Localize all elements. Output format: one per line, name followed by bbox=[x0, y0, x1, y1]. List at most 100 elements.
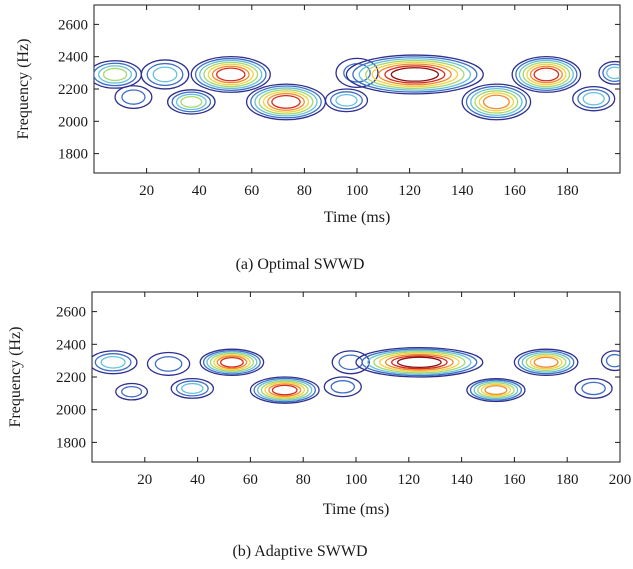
contour-line bbox=[211, 65, 250, 84]
contour-line bbox=[94, 353, 132, 372]
contour-line bbox=[331, 350, 370, 375]
x-tick-label: 140 bbox=[451, 183, 474, 199]
contour-line bbox=[529, 65, 563, 84]
contour-line bbox=[175, 93, 207, 111]
contour-line bbox=[574, 377, 613, 399]
contour-line bbox=[598, 60, 620, 85]
y-tick-label: 1800 bbox=[56, 435, 86, 451]
contour-line bbox=[517, 350, 575, 375]
contour-line bbox=[511, 56, 582, 93]
contour-line bbox=[367, 349, 472, 375]
contour-line bbox=[257, 379, 313, 402]
contour-line bbox=[513, 348, 579, 377]
x-tick-label: 160 bbox=[503, 472, 526, 488]
contour-set bbox=[94, 54, 620, 121]
contour-line bbox=[324, 88, 369, 113]
contour-line bbox=[384, 65, 446, 84]
x-axis-label-b: Time (ms) bbox=[323, 501, 390, 518]
x-tick-label: 200 bbox=[609, 472, 632, 488]
x-tick-label: 40 bbox=[192, 183, 207, 199]
x-ticks-a: 20 40 60 80 100 120 140 160 180 bbox=[139, 5, 579, 199]
contours-a bbox=[94, 54, 620, 121]
contour-line bbox=[361, 348, 478, 377]
contour-line bbox=[396, 356, 442, 369]
x-tick-label: 120 bbox=[398, 472, 421, 488]
contour-line bbox=[529, 355, 563, 370]
contour-line bbox=[323, 376, 362, 398]
x-tick-label: 140 bbox=[450, 472, 473, 488]
contours-b bbox=[92, 346, 620, 404]
contour-line bbox=[171, 91, 212, 113]
contour-line bbox=[335, 57, 379, 88]
contour-line bbox=[345, 54, 484, 95]
contour-line bbox=[335, 93, 358, 107]
contour-line bbox=[206, 351, 258, 374]
x-tick-label: 100 bbox=[346, 183, 369, 199]
contour-line bbox=[146, 351, 191, 376]
contour-line bbox=[170, 377, 215, 399]
contour-line bbox=[352, 56, 478, 93]
contour-line bbox=[175, 380, 209, 397]
contour-line bbox=[199, 348, 265, 377]
x-tick-label: 20 bbox=[137, 472, 152, 488]
contour-line bbox=[330, 380, 356, 394]
y-tick-label: 2600 bbox=[58, 17, 88, 33]
x-tick-label: 60 bbox=[243, 472, 258, 488]
plot-frame-a bbox=[93, 4, 621, 174]
contour-line bbox=[391, 355, 448, 370]
contour-line bbox=[478, 92, 515, 112]
contour-line bbox=[522, 61, 571, 88]
contour-line bbox=[577, 88, 611, 109]
y-tick-label: 1800 bbox=[58, 147, 88, 163]
contour-line bbox=[115, 382, 149, 401]
contour-line bbox=[216, 67, 246, 82]
contour-line bbox=[470, 87, 523, 116]
x-tick-label: 80 bbox=[297, 183, 312, 199]
contour-line bbox=[371, 61, 459, 88]
contour-line bbox=[469, 379, 522, 401]
x-tick-label: 40 bbox=[190, 472, 205, 488]
y-tick-label: 2400 bbox=[56, 337, 86, 353]
x-tick-label: 100 bbox=[345, 472, 368, 488]
contour-line bbox=[533, 67, 560, 82]
contour-line bbox=[466, 378, 526, 403]
contour-line bbox=[260, 380, 309, 400]
contour-line bbox=[358, 58, 472, 91]
x-tick-label: 160 bbox=[504, 183, 527, 199]
caption-b: (b) Adaptive SWWD bbox=[232, 543, 367, 560]
caption-a: (a) Optimal SWWD bbox=[236, 256, 365, 273]
panel-b: 20 40 60 80 100 120 140 160 180 200 1800 2000 2200 2… bbox=[7, 291, 632, 560]
contour-line bbox=[249, 376, 320, 404]
contour-line bbox=[480, 383, 512, 397]
y-axis-label-b: Frequency (Hz) bbox=[7, 327, 24, 428]
contour-line bbox=[484, 385, 508, 396]
contour-line bbox=[219, 356, 244, 368]
y-ticks-b: 1800 2000 2200 2400 2600 bbox=[56, 305, 620, 451]
contour-line bbox=[97, 65, 133, 84]
contour-line bbox=[262, 91, 310, 113]
contour-line bbox=[267, 92, 305, 111]
x-tick-label: 180 bbox=[556, 183, 579, 199]
contour-line bbox=[606, 66, 620, 80]
contour-line bbox=[465, 85, 527, 119]
contour-line bbox=[216, 355, 248, 370]
contour-line bbox=[258, 89, 314, 115]
contour-line bbox=[181, 382, 204, 394]
contour-line bbox=[477, 382, 515, 398]
x-axis-label-a: Time (ms) bbox=[324, 209, 391, 226]
contour-line bbox=[92, 350, 138, 375]
x-tick-label: 180 bbox=[556, 472, 579, 488]
y-tick-label: 2000 bbox=[56, 403, 86, 419]
contour-line bbox=[365, 59, 465, 90]
contour-line bbox=[121, 89, 146, 105]
contour-line bbox=[194, 57, 267, 92]
contour-line bbox=[605, 353, 620, 368]
plot-frame-b bbox=[91, 291, 621, 463]
y-tick-label: 2600 bbox=[56, 305, 86, 321]
contour-line bbox=[166, 89, 216, 115]
contour-line bbox=[473, 380, 519, 400]
contour-line bbox=[515, 57, 578, 92]
contour-line bbox=[121, 385, 143, 398]
y-ticks-a: 1800 2000 2200 2400 2600 bbox=[58, 17, 620, 163]
